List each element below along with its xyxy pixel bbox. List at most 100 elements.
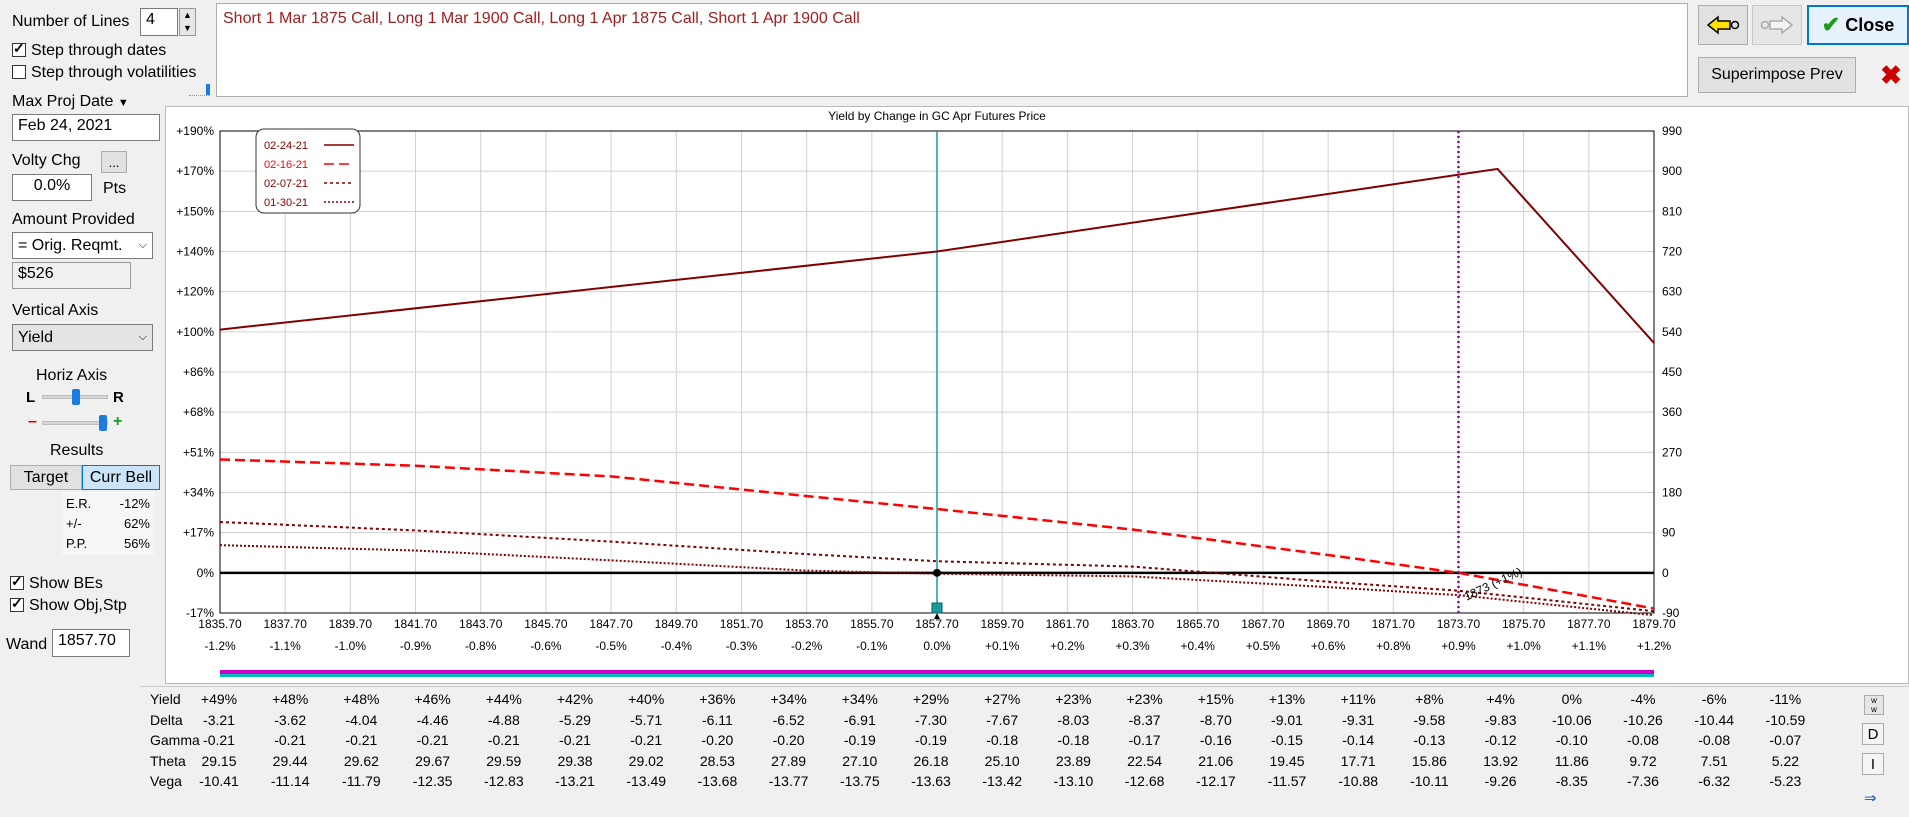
table-cell: +48% <box>272 691 309 707</box>
table-cell: 26.18 <box>913 752 949 769</box>
table-cell: 7.51 <box>1700 752 1728 769</box>
table-cell: -0.21 <box>203 732 235 748</box>
chevron-down-icon[interactable]: ⌵ <box>138 331 147 343</box>
right-tick-label: 270 <box>1662 445 1682 459</box>
checkbox-unchecked-icon[interactable] <box>12 65 26 79</box>
amount-provided-select[interactable]: = Orig. Reqmt. ⌵ <box>12 232 153 259</box>
close-button[interactable]: ✔ Close <box>1807 5 1909 45</box>
table-cell: +8% <box>1415 691 1444 707</box>
spin-up-icon[interactable]: ▲ <box>183 10 192 20</box>
legend-label: 01-30-21 <box>264 197 308 209</box>
x-pct-tick-label: +0.2% <box>1050 639 1085 653</box>
right-tick-label: 990 <box>1662 124 1682 138</box>
table-cell: -4.04 <box>345 711 378 728</box>
export-icon[interactable]: ⇒ <box>1864 790 1877 807</box>
table-cell: -12.83 <box>483 773 524 789</box>
max-proj-label[interactable]: Max Proj Date ▼ <box>12 93 129 111</box>
x-tick-label: 1845.70 <box>524 617 568 631</box>
splitter-handle[interactable] <box>189 84 211 98</box>
x-pct-tick-label: +1.0% <box>1506 639 1541 653</box>
left-tick-label: 0% <box>197 566 215 580</box>
number-of-lines-spinner[interactable]: ▲ ▼ <box>179 8 196 36</box>
table-cell: -10.41 <box>199 773 239 789</box>
table-cell: 23.89 <box>1055 752 1091 769</box>
table-cell: 27.89 <box>771 752 807 769</box>
row-label: Theta <box>150 752 186 769</box>
chevron-down-icon[interactable]: ⌵ <box>138 239 147 251</box>
horiz-zoom-slider-track[interactable] <box>42 421 108 425</box>
forward-arrow-button[interactable] <box>1752 5 1802 45</box>
table-cell: 9.72 <box>1629 752 1657 769</box>
x-pct-tick-label: +0.8% <box>1376 639 1411 653</box>
show-obj-checkbox[interactable]: Show Obj,Stp <box>10 595 127 615</box>
er-value: -12% <box>119 496 150 511</box>
dropdown-arrow-icon[interactable]: ▼ <box>117 97 129 109</box>
wand-field[interactable]: 1857.70 <box>52 629 130 657</box>
yield-chart[interactable]: Yield by Change in GC Apr Futures Price 1… <box>166 107 1909 685</box>
table-cell: +23% <box>1126 691 1163 707</box>
chart-panel[interactable]: Yield by Change in GC Apr Futures Price 1… <box>165 106 1909 684</box>
step-vols-checkbox[interactable]: Step through volatilities <box>12 64 196 82</box>
table-cell: -0.20 <box>772 732 805 748</box>
horiz-zoom-slider-thumb[interactable] <box>99 415 107 431</box>
wand-marker <box>933 568 941 577</box>
back-arrow-button[interactable] <box>1698 5 1748 45</box>
horiz-l-label: L <box>26 389 36 406</box>
show-bes-checkbox[interactable]: Show BEs <box>10 573 103 593</box>
horiz-minus-label: – <box>28 413 37 430</box>
x-tick-label: 1839.70 <box>329 617 373 631</box>
step-dates-checkbox[interactable]: Step through dates <box>12 40 166 60</box>
table-cell: -0.20 <box>701 732 734 748</box>
number-of-lines-input[interactable]: 4 <box>140 8 178 36</box>
checkbox-checked-icon[interactable] <box>10 595 24 612</box>
max-proj-date-field[interactable]: Feb 24, 2021 <box>12 114 160 141</box>
table-cell: +36% <box>699 691 736 707</box>
superimpose-prev-button[interactable]: Superimpose Prev <box>1698 57 1856 93</box>
table-cell: -12.35 <box>412 773 453 789</box>
table-cell: -10.06 <box>1551 711 1592 728</box>
table-cell: -9.01 <box>1271 711 1303 728</box>
right-tick-label: -90 <box>1662 606 1680 620</box>
close-label: Close <box>1845 14 1895 35</box>
table-cell: 29.02 <box>628 752 664 769</box>
right-tick-label: 810 <box>1662 204 1682 218</box>
vertical-axis-value: Yield <box>18 328 53 346</box>
table-cell: -0.21 <box>630 732 663 748</box>
vertical-axis-select[interactable]: Yield ⌵ <box>12 324 153 351</box>
horiz-axis-label: Horiz Axis <box>36 367 108 384</box>
table-cell: 15.86 <box>1411 752 1447 769</box>
table-cell: -0.18 <box>986 732 1019 748</box>
table-cell: -13.68 <box>697 773 738 789</box>
table-cell: 13.92 <box>1483 752 1519 769</box>
table-cell: +46% <box>414 691 451 707</box>
spin-down-icon[interactable]: ▼ <box>183 23 192 33</box>
table-cell: -13.75 <box>839 773 880 789</box>
x-pct-tick-label: 0.0% <box>923 639 951 653</box>
left-tick-label: +140% <box>176 245 214 259</box>
volty-chg-field[interactable]: 0.0% <box>12 174 92 201</box>
volty-options-button[interactable]: ... <box>101 151 127 173</box>
table-cell: -0.21 <box>274 732 307 748</box>
table-cell: -0.21 <box>416 732 449 748</box>
checkbox-checked-icon[interactable] <box>12 40 26 57</box>
delete-x-icon[interactable]: ✖ <box>1880 60 1902 90</box>
checkbox-checked-icon[interactable] <box>10 573 24 590</box>
horiz-lr-slider-thumb[interactable] <box>72 389 80 405</box>
target-button[interactable]: Target <box>10 465 82 490</box>
d-button[interactable]: D <box>1862 723 1884 745</box>
back-arrow-icon <box>1706 15 1740 35</box>
table-cell: -0.10 <box>1555 732 1588 748</box>
right-tick-label: 90 <box>1662 526 1676 540</box>
left-tick-label: +86% <box>183 365 214 379</box>
table-cell: -5.29 <box>559 711 591 728</box>
table-cell: -0.21 <box>559 732 591 748</box>
table-cell: -3.62 <box>274 711 307 728</box>
i-button[interactable]: I <box>1862 753 1884 775</box>
table-cell: 25.10 <box>984 752 1020 769</box>
strategy-description-box[interactable]: Short 1 Mar 1875 Call, Long 1 Mar 1900 C… <box>216 3 1688 97</box>
x-pct-tick-label: +0.6% <box>1311 639 1346 653</box>
x-pct-tick-label: -1.2% <box>204 639 236 653</box>
curr-bell-button[interactable]: Curr Bell <box>82 465 160 490</box>
table-cell: -6.11 <box>701 711 733 728</box>
